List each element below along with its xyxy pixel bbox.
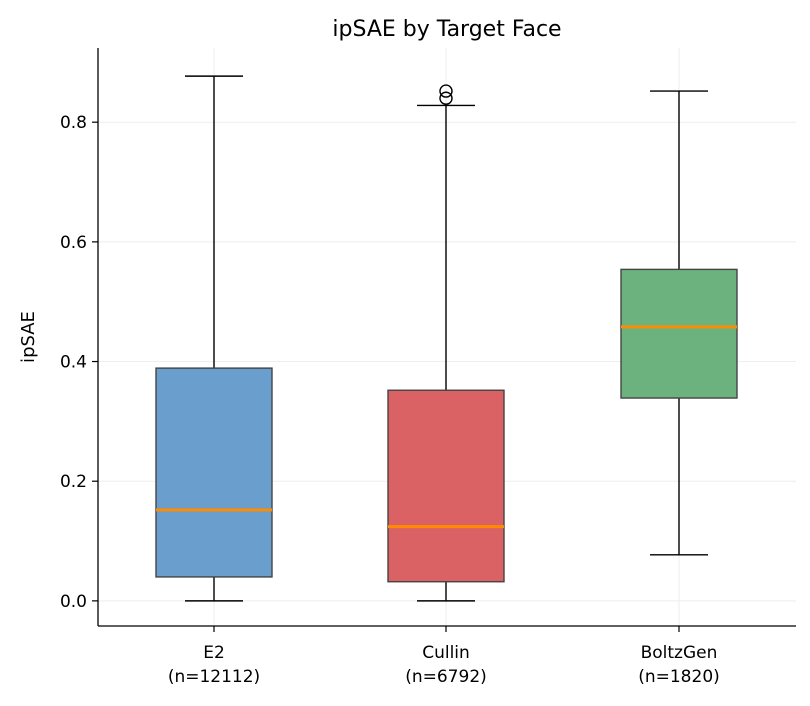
y-tick-label: 0.4 [60,353,87,373]
box-e2 [155,367,273,578]
chart-title: ipSAE by Target Face [332,17,561,42]
y-tick-label: 0.8 [60,113,87,133]
x-tick-label: BoltzGen [641,643,718,663]
outlier-point [439,84,453,98]
x-tick-label: E2 [203,643,225,663]
x-tick-count-label: (n=12112) [168,667,260,687]
box-cullin [387,389,505,583]
x-tick-count-label: (n=1820) [638,667,720,687]
y-tick-label: 0.0 [60,592,87,612]
y-tick-label: 0.6 [60,233,87,253]
y-tick-label: 0.2 [60,472,87,492]
box-boltzgen [620,268,738,399]
y-axis-label: ipSAE [18,311,39,363]
x-tick-label: Cullin [422,643,470,663]
outlier-point [439,91,453,105]
x-tick-count-label: (n=6792) [405,667,487,687]
